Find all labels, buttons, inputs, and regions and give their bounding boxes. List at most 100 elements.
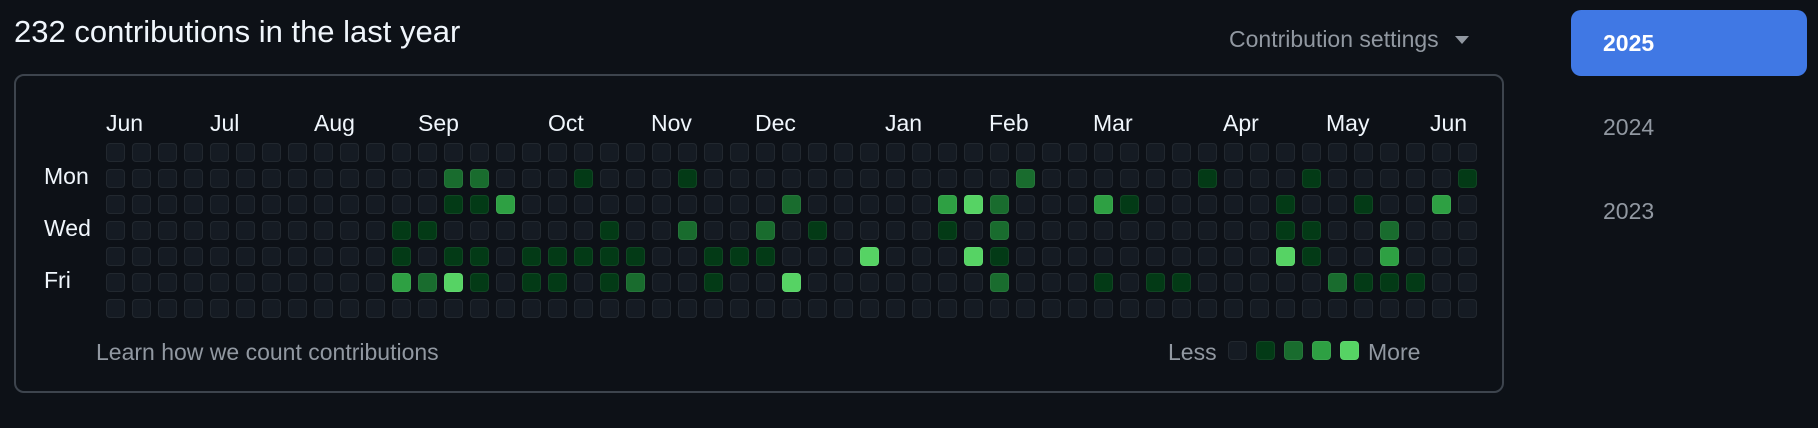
contribution-cell[interactable]: [1146, 143, 1165, 162]
contribution-cell[interactable]: [1094, 195, 1113, 214]
contribution-cell[interactable]: [496, 247, 515, 266]
contribution-cell[interactable]: [1198, 169, 1217, 188]
contribution-cell[interactable]: [444, 247, 463, 266]
contribution-cell[interactable]: [1380, 247, 1399, 266]
contribution-cell[interactable]: [990, 143, 1009, 162]
contribution-cell[interactable]: [1094, 169, 1113, 188]
contribution-cell[interactable]: [496, 169, 515, 188]
contribution-cell[interactable]: [1224, 273, 1243, 292]
contribution-cell[interactable]: [132, 273, 151, 292]
contribution-cell[interactable]: [678, 273, 697, 292]
contribution-cell[interactable]: [1094, 273, 1113, 292]
contribution-cell[interactable]: [1198, 195, 1217, 214]
contribution-cell[interactable]: [1094, 247, 1113, 266]
contribution-cell[interactable]: [1120, 143, 1139, 162]
contribution-cell[interactable]: [600, 143, 619, 162]
contribution-cell[interactable]: [548, 221, 567, 240]
contribution-cell[interactable]: [132, 221, 151, 240]
contribution-cell[interactable]: [964, 247, 983, 266]
contribution-cell[interactable]: [704, 247, 723, 266]
contribution-cell[interactable]: [678, 143, 697, 162]
contribution-cell[interactable]: [236, 169, 255, 188]
contribution-cell[interactable]: [652, 221, 671, 240]
contribution-cell[interactable]: [392, 273, 411, 292]
contribution-cell[interactable]: [626, 195, 645, 214]
contribution-cell[interactable]: [418, 195, 437, 214]
contribution-cell[interactable]: [470, 169, 489, 188]
contribution-cell[interactable]: [1354, 143, 1373, 162]
contribution-cell[interactable]: [1224, 221, 1243, 240]
contribution-cell[interactable]: [600, 247, 619, 266]
contribution-cell[interactable]: [184, 143, 203, 162]
contribution-cell[interactable]: [314, 273, 333, 292]
contribution-cell[interactable]: [938, 221, 957, 240]
contribution-cell[interactable]: [1016, 169, 1035, 188]
contribution-cell[interactable]: [262, 247, 281, 266]
contribution-cell[interactable]: [184, 195, 203, 214]
contribution-cell[interactable]: [652, 247, 671, 266]
contribution-cell[interactable]: [1120, 195, 1139, 214]
contribution-cell[interactable]: [964, 169, 983, 188]
contribution-cell[interactable]: [1432, 169, 1451, 188]
contribution-cell[interactable]: [1302, 143, 1321, 162]
contribution-cell[interactable]: [1458, 143, 1477, 162]
contribution-cell[interactable]: [1016, 143, 1035, 162]
contribution-cell[interactable]: [990, 195, 1009, 214]
contribution-cell[interactable]: [444, 273, 463, 292]
contribution-cell[interactable]: [574, 273, 593, 292]
learn-contributions-link[interactable]: Learn how we count contributions: [96, 339, 439, 365]
contribution-cell[interactable]: [1068, 247, 1087, 266]
contribution-cell[interactable]: [366, 247, 385, 266]
contribution-cell[interactable]: [1302, 247, 1321, 266]
contribution-cell[interactable]: [1068, 169, 1087, 188]
contribution-cell[interactable]: [262, 273, 281, 292]
contribution-cell[interactable]: [548, 299, 567, 318]
contribution-cell[interactable]: [1042, 273, 1061, 292]
contribution-cell[interactable]: [1146, 247, 1165, 266]
contribution-cell[interactable]: [1458, 221, 1477, 240]
contribution-cell[interactable]: [340, 247, 359, 266]
contribution-cell[interactable]: [1432, 195, 1451, 214]
contribution-cell[interactable]: [1250, 299, 1269, 318]
contribution-cell[interactable]: [1068, 143, 1087, 162]
contribution-cell[interactable]: [964, 143, 983, 162]
contribution-cell[interactable]: [834, 195, 853, 214]
contribution-cell[interactable]: [626, 169, 645, 188]
contribution-cell[interactable]: [496, 195, 515, 214]
contribution-cell[interactable]: [860, 169, 879, 188]
contribution-cell[interactable]: [1198, 299, 1217, 318]
contribution-cell[interactable]: [704, 195, 723, 214]
contribution-cell[interactable]: [756, 247, 775, 266]
contribution-cell[interactable]: [418, 169, 437, 188]
contribution-cell[interactable]: [1016, 299, 1035, 318]
contribution-cell[interactable]: [158, 299, 177, 318]
contribution-cell[interactable]: [912, 195, 931, 214]
contribution-cell[interactable]: [1146, 169, 1165, 188]
contribution-cell[interactable]: [782, 195, 801, 214]
contribution-cell[interactable]: [834, 247, 853, 266]
contribution-cell[interactable]: [444, 195, 463, 214]
contribution-cell[interactable]: [652, 299, 671, 318]
contribution-cell[interactable]: [1432, 143, 1451, 162]
contribution-cell[interactable]: [886, 195, 905, 214]
contribution-cell[interactable]: [1094, 299, 1113, 318]
contribution-cell[interactable]: [652, 195, 671, 214]
contribution-cell[interactable]: [1224, 195, 1243, 214]
contribution-cell[interactable]: [314, 169, 333, 188]
contribution-cell[interactable]: [1224, 247, 1243, 266]
contribution-cell[interactable]: [756, 273, 775, 292]
contribution-cell[interactable]: [860, 247, 879, 266]
contribution-cell[interactable]: [522, 273, 541, 292]
contribution-cell[interactable]: [1302, 169, 1321, 188]
contribution-cell[interactable]: [808, 143, 827, 162]
contribution-cell[interactable]: [912, 143, 931, 162]
contribution-cell[interactable]: [1042, 169, 1061, 188]
contribution-cell[interactable]: [1016, 247, 1035, 266]
contribution-cell[interactable]: [1198, 143, 1217, 162]
contribution-cell[interactable]: [678, 169, 697, 188]
contribution-cell[interactable]: [886, 143, 905, 162]
contribution-cell[interactable]: [1380, 221, 1399, 240]
contribution-cell[interactable]: [964, 195, 983, 214]
contribution-cell[interactable]: [522, 195, 541, 214]
contribution-cell[interactable]: [1120, 299, 1139, 318]
